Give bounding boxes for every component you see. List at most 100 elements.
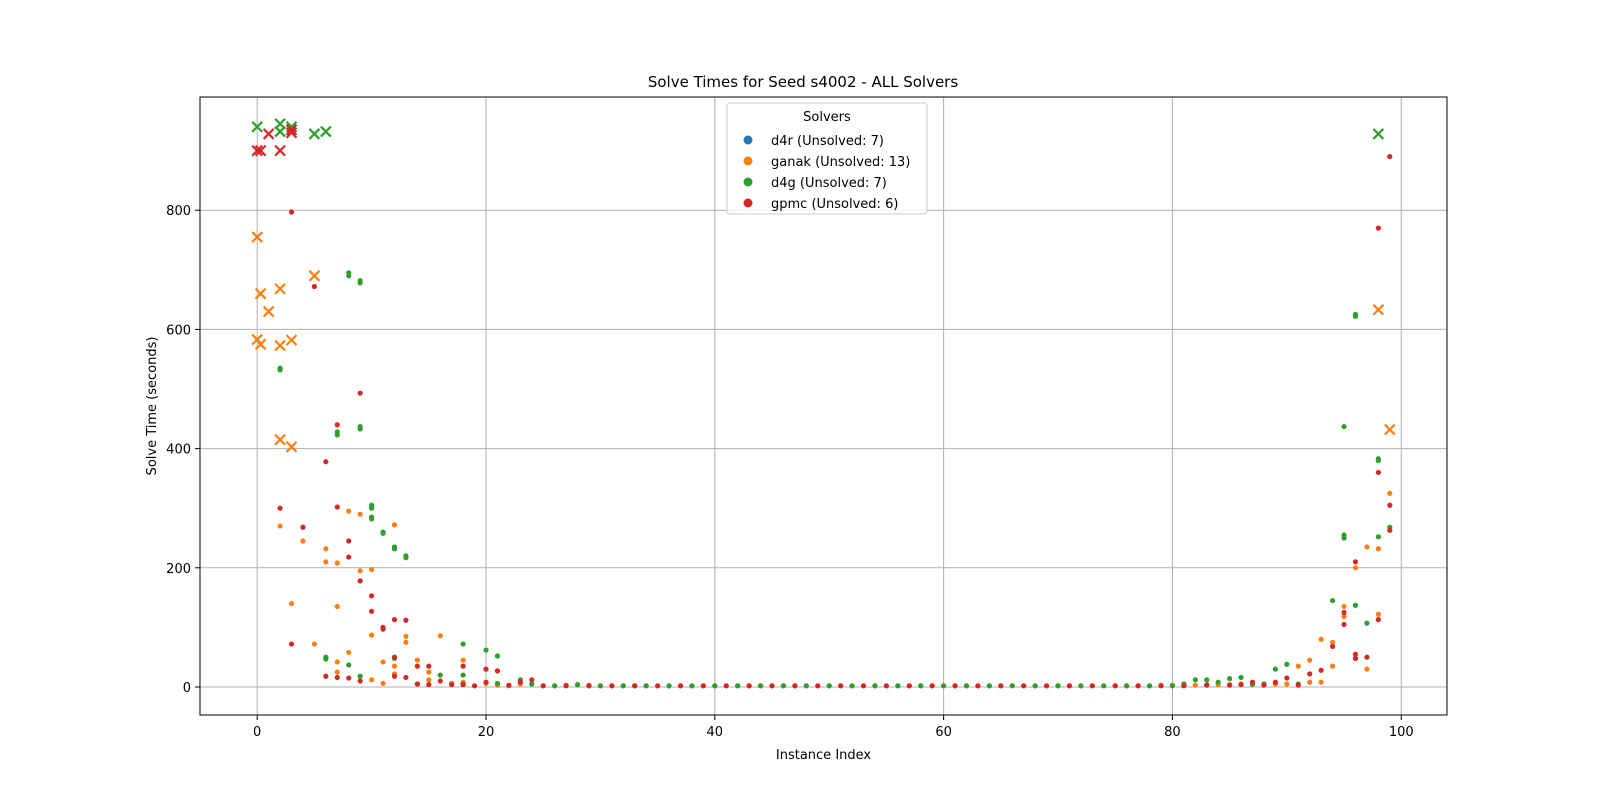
solved-point xyxy=(1043,683,1050,689)
solved-point xyxy=(460,641,466,647)
solved-point xyxy=(437,633,443,639)
solved-point xyxy=(323,546,329,552)
solved-point xyxy=(1375,469,1381,476)
solved-point xyxy=(1101,683,1107,689)
x-tick-label: 60 xyxy=(935,725,952,740)
solved-point xyxy=(1364,654,1370,660)
solved-point xyxy=(1272,666,1278,672)
solved-point xyxy=(460,657,466,663)
solved-point xyxy=(757,683,764,689)
legend-marker xyxy=(743,198,753,208)
solved-point xyxy=(426,682,432,688)
solved-point xyxy=(369,593,375,599)
legend-entry: d4g (Unsolved: 7) xyxy=(743,176,887,191)
solved-point xyxy=(471,683,478,689)
legend-marker xyxy=(743,177,753,187)
solved-point xyxy=(334,560,340,566)
solved-point xyxy=(334,603,340,610)
solved-point xyxy=(872,683,878,689)
unsolved-marker xyxy=(308,128,321,140)
solved-point xyxy=(1032,683,1038,689)
x-tick-label: 20 xyxy=(478,725,495,740)
solved-point xyxy=(311,283,318,290)
solved-point xyxy=(346,662,352,668)
solved-point xyxy=(769,683,775,689)
solved-point xyxy=(838,683,844,689)
solved-point xyxy=(403,639,409,645)
legend-marker xyxy=(743,156,753,166)
solved-point xyxy=(1364,666,1370,672)
solved-point xyxy=(1238,674,1244,681)
solved-point xyxy=(1318,667,1324,673)
solved-point xyxy=(311,641,318,647)
solved-point xyxy=(723,683,729,689)
solved-point xyxy=(1078,683,1084,689)
solved-point xyxy=(357,673,363,679)
solved-point xyxy=(1112,683,1118,689)
solved-point xyxy=(288,641,295,647)
solved-point xyxy=(1329,597,1336,604)
legend-box xyxy=(726,102,928,215)
x-axis-label: Instance Index xyxy=(776,748,872,763)
solved-point xyxy=(975,683,981,689)
solved-point xyxy=(334,669,340,675)
solved-point xyxy=(1238,682,1244,688)
solved-point xyxy=(1341,614,1347,620)
solved-point xyxy=(529,677,535,683)
solved-point xyxy=(403,633,409,639)
solved-point xyxy=(414,681,420,687)
solved-point xyxy=(1364,544,1370,550)
solved-point xyxy=(1341,535,1347,541)
solved-point xyxy=(700,683,706,689)
solved-point xyxy=(986,683,992,689)
solved-point xyxy=(357,280,363,286)
solved-point xyxy=(1387,153,1393,160)
unsolved-marker xyxy=(274,144,286,157)
solved-point xyxy=(620,683,626,689)
solved-point xyxy=(323,459,329,465)
solved-point xyxy=(460,672,466,678)
solved-point xyxy=(334,432,340,438)
solved-point xyxy=(929,683,935,689)
solved-point xyxy=(506,682,512,688)
solved-point xyxy=(1284,661,1290,667)
solved-point xyxy=(391,546,398,552)
solved-point xyxy=(277,367,283,373)
unsolved-marker xyxy=(1372,128,1385,140)
solved-point xyxy=(1364,620,1370,626)
solved-point xyxy=(1375,225,1381,231)
solved-point xyxy=(346,538,352,544)
solved-point xyxy=(380,530,386,536)
solved-point xyxy=(391,617,398,623)
unsolved-marker xyxy=(254,144,267,157)
solved-point xyxy=(780,683,787,689)
solved-point xyxy=(1009,683,1015,689)
legend-label: ganak (Unsolved: 13) xyxy=(771,155,910,170)
unsolved-marker xyxy=(308,270,321,282)
solved-point xyxy=(494,680,501,687)
unsolved-marker xyxy=(262,305,275,318)
unsolved-marker xyxy=(1384,423,1396,436)
solved-point xyxy=(895,683,901,689)
solved-point xyxy=(1021,683,1027,689)
solved-point xyxy=(1135,683,1141,689)
solved-point xyxy=(1284,675,1290,681)
solved-point xyxy=(666,683,672,689)
solved-point xyxy=(563,683,569,689)
solved-point xyxy=(277,505,283,511)
solved-point xyxy=(1227,676,1233,682)
solved-point xyxy=(941,683,947,689)
solved-point xyxy=(369,608,375,614)
solved-point xyxy=(414,663,420,669)
solved-point xyxy=(918,683,924,689)
solved-point xyxy=(655,683,661,689)
solved-point xyxy=(1341,621,1347,628)
solved-point xyxy=(1352,313,1359,319)
solved-point xyxy=(1375,534,1381,540)
y-axis-label: Solve Time (seconds) xyxy=(145,337,160,476)
solved-point xyxy=(403,674,409,681)
solved-point xyxy=(1352,651,1359,657)
solved-point xyxy=(277,523,283,529)
solved-point xyxy=(1284,681,1290,687)
unsolved-marker xyxy=(285,123,298,136)
